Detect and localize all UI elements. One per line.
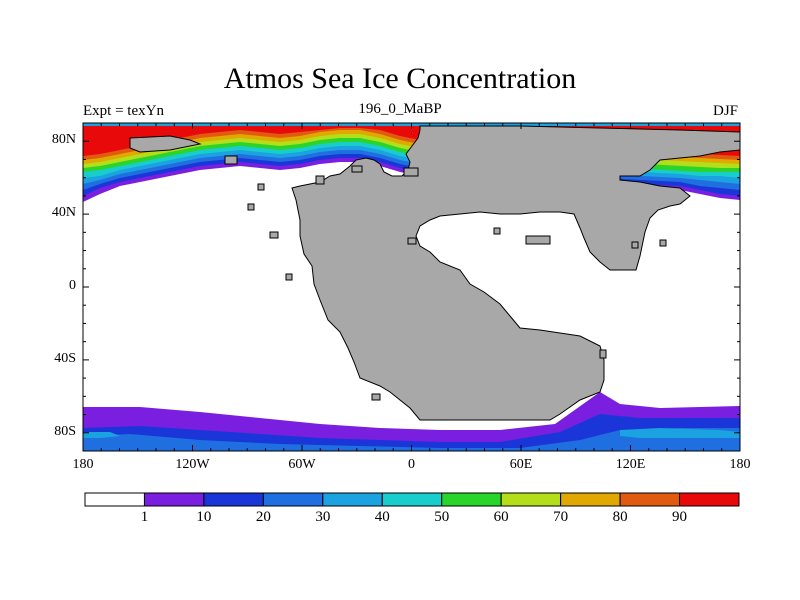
lon-tick-label: 180 [72,457,94,472]
map-plot-area [83,123,740,451]
lon-tick-label: 60E [509,457,533,472]
colorbar-label: 70 [553,509,569,525]
pangaea-main [291,125,740,421]
colorbar-box [560,492,621,507]
colorbar-label: 80 [612,509,628,525]
lon-tick-label: 180 [729,457,751,472]
antarctic-ice [83,392,740,451]
lat-tick-label: 0 [69,278,76,293]
colorbar-box [500,492,562,507]
colorbar-label: 50 [434,509,450,525]
axis-ticks [82,122,741,452]
colorbar-label: 1 [140,509,149,525]
colorbar-label: 20 [255,509,271,525]
colorbar-label: 30 [315,509,331,525]
colorbar-box [262,492,324,507]
lat-tick-label: 40S [54,350,76,366]
colorbar-box [441,492,502,507]
colorbar [84,492,740,507]
lat-tick-label: 80N [51,132,76,148]
map-title: Atmos Sea Ice Concentration [223,62,577,95]
lon-tick-label: 0 [408,457,415,472]
lat-tick-label: 40N [51,205,76,221]
lat-tick-label: 80S [54,423,76,439]
colorbar-label: 90 [672,509,688,525]
colorbar-box [679,492,740,507]
season-label: DJF [712,103,738,119]
colorbar-label: 10 [196,509,212,525]
lon-tick-label: 120E [615,457,646,472]
colorbar-box [381,492,443,507]
period-label: 196_0_MaBP [358,101,442,117]
colorbar-label: 40 [374,509,390,525]
colorbar-box [322,492,383,507]
colorbar-box [143,492,205,507]
colorbar-box [203,492,264,507]
colorbar-box [619,492,681,507]
land-masses [129,125,740,421]
experiment-label: Expt = texYn [83,103,164,119]
lon-tick-label: 120W [175,457,210,472]
arctic-land-strip [129,135,202,153]
lon-tick-label: 60W [288,457,316,472]
colorbar-box [84,492,145,507]
colorbar-label: 60 [493,509,509,525]
